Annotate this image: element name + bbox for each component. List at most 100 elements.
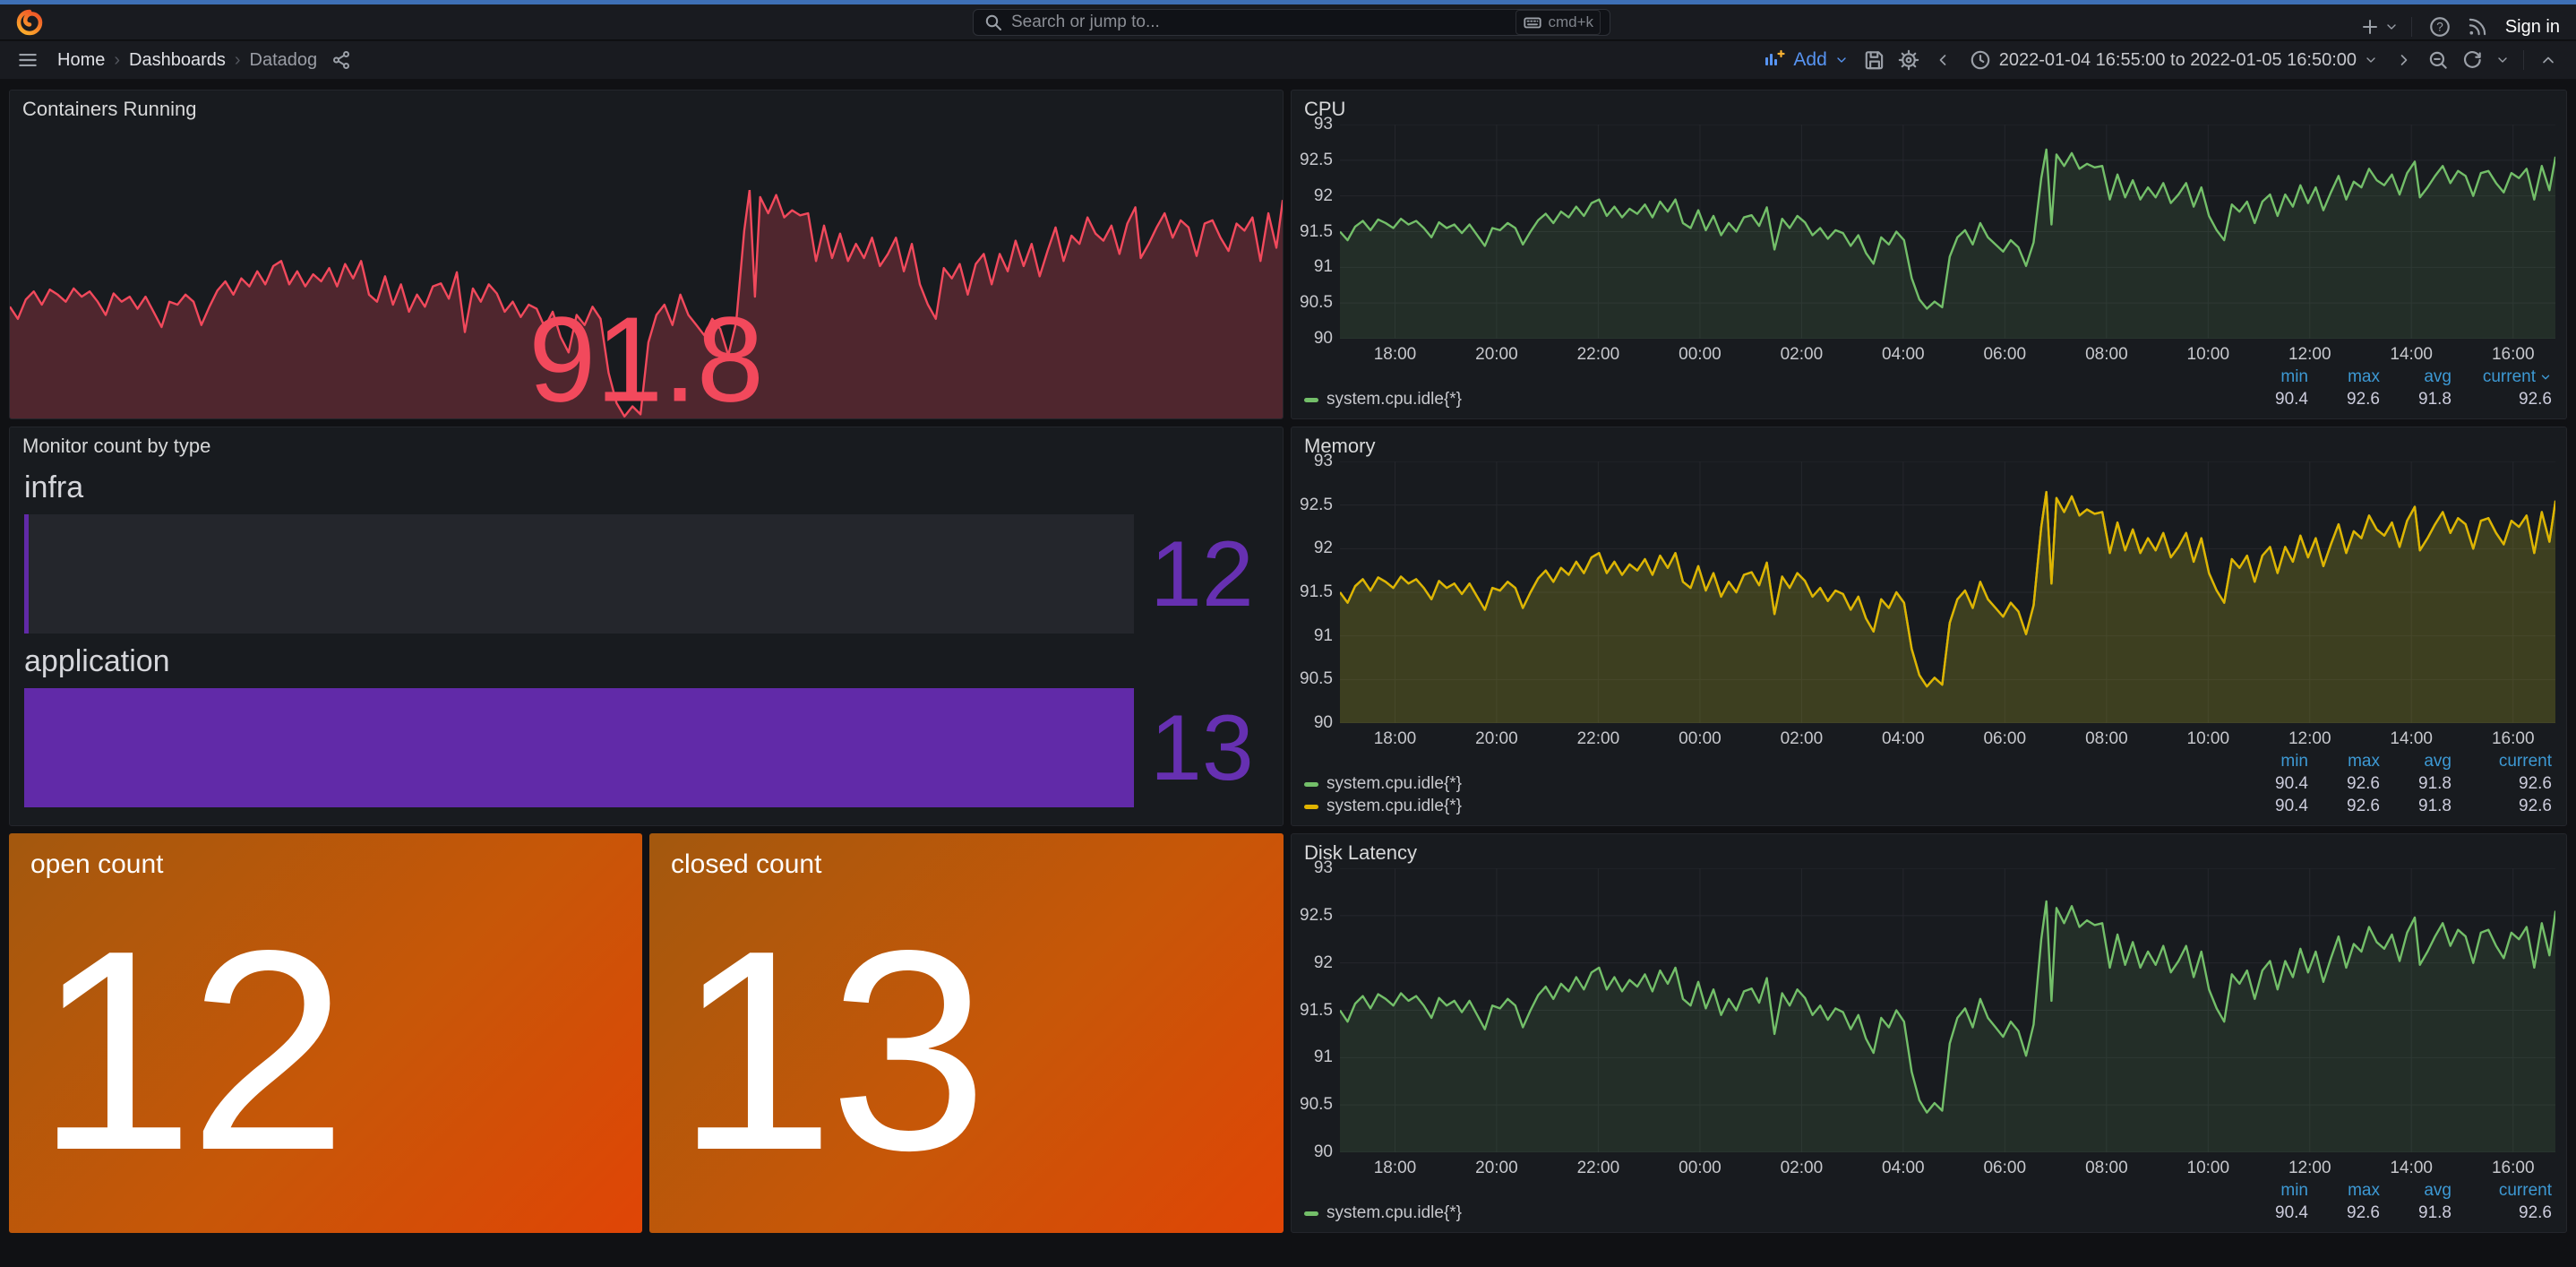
search-input[interactable]: Search or jump to... cmd+k bbox=[973, 9, 1610, 36]
cpu-chart[interactable] bbox=[1340, 125, 2555, 339]
legend-min-value: 90.4 bbox=[2275, 1203, 2308, 1222]
legend-current-value: 92.6 bbox=[2519, 390, 2552, 409]
search-placeholder: Search or jump to... bbox=[1011, 13, 1160, 31]
legend-series-name[interactable]: system.cpu.idle{*} bbox=[1304, 1203, 2237, 1223]
shortcut-label: cmd+k bbox=[1548, 13, 1593, 30]
legend-col-min[interactable]: min bbox=[2280, 367, 2308, 386]
gauge-value: 13 bbox=[1150, 695, 1254, 800]
y-tick-label: 92.5 bbox=[1300, 150, 1333, 169]
legend-col-max[interactable]: max bbox=[2348, 752, 2380, 771]
x-tick-label: 12:00 bbox=[2288, 729, 2331, 748]
breadcrumb-dashboards[interactable]: Dashboards bbox=[129, 49, 226, 70]
legend-avg-value: 91.8 bbox=[2418, 797, 2451, 815]
cpu-legend: min max avg current system.cpu.idle{*} 90.4 92… bbox=[1292, 366, 2566, 418]
breadcrumb: Home › Dashboards › Datadog bbox=[57, 45, 356, 75]
disk-x-axis: 18:00 20:00 22:00 00:00 02:00 04:00 06:00 08:00… bbox=[1340, 1152, 2555, 1179]
legend-col-max[interactable]: max bbox=[2348, 367, 2380, 386]
x-tick-label: 10:00 bbox=[2186, 729, 2230, 748]
x-tick-label: 20:00 bbox=[1475, 1159, 1518, 1177]
panel-title-text: Monitor count by type bbox=[22, 435, 211, 457]
save-dashboard-button[interactable] bbox=[1859, 45, 1890, 75]
x-tick-label: 06:00 bbox=[1983, 729, 2027, 748]
x-tick-label: 22:00 bbox=[1576, 345, 1620, 364]
x-tick-label: 04:00 bbox=[1882, 345, 1925, 364]
breadcrumb-home[interactable]: Home bbox=[57, 49, 106, 70]
legend-col-avg[interactable]: avg bbox=[2424, 367, 2451, 386]
sort-chevron-icon bbox=[2541, 375, 2550, 380]
x-tick-label: 00:00 bbox=[1679, 1159, 1722, 1177]
panel-title-text: closed count bbox=[671, 849, 822, 879]
toolbar-divider bbox=[2523, 50, 2524, 70]
new-menu-button[interactable] bbox=[2359, 12, 2399, 42]
y-tick-label: 91 bbox=[1313, 1047, 1333, 1067]
memory-chart[interactable] bbox=[1340, 461, 2555, 723]
x-tick-label: 18:00 bbox=[1373, 345, 1417, 364]
zoom-out-time-range-button[interactable] bbox=[2423, 45, 2453, 75]
dashboard-toolbar: Home › Dashboards › Datadog Add bbox=[0, 41, 2576, 79]
add-panel-icon bbox=[1763, 47, 1786, 73]
time-range-picker[interactable]: 2022-01-04 16:55:00 to 2022-01-05 16:50:… bbox=[1962, 45, 2385, 75]
news-rss-icon[interactable] bbox=[2462, 12, 2493, 42]
memory-legend: min max avg current system.cpu.idle{*} 90.4 92… bbox=[1292, 750, 2566, 825]
cpu-plot[interactable] bbox=[1340, 125, 2555, 339]
panel-memory: Memory 90 90.5 91 91.5 92 92.5 93 18:00 20:00 22… bbox=[1291, 427, 2567, 826]
stat-value-closed-count: 13 bbox=[676, 892, 988, 1210]
panel-cpu: CPU 90 90.5 91 91.5 92 92.5 93 18:00 20:00 22:00… bbox=[1291, 90, 2567, 419]
stat-value-open-count: 12 bbox=[36, 892, 348, 1210]
share-dashboard-icon[interactable] bbox=[326, 45, 356, 75]
legend-series-name[interactable]: system.cpu.idle{*} bbox=[1304, 390, 2237, 409]
legend-col-min[interactable]: min bbox=[2280, 1181, 2308, 1200]
panel-title-open-count[interactable]: open count bbox=[9, 833, 642, 880]
legend-col-avg[interactable]: avg bbox=[2424, 752, 2451, 771]
panel-title-memory[interactable]: Memory bbox=[1292, 427, 2566, 458]
breadcrumb-separator: › bbox=[114, 49, 121, 70]
panel-title-monitor-count[interactable]: Monitor count by type bbox=[10, 427, 1283, 458]
panel-title-closed-count[interactable]: closed count bbox=[649, 833, 1284, 880]
legend-col-min[interactable]: min bbox=[2280, 752, 2308, 771]
panel-title-cpu[interactable]: CPU bbox=[1292, 90, 2566, 121]
time-range-back-button[interactable] bbox=[1928, 45, 1958, 75]
panel-containers-running: Containers Running 91.8 bbox=[9, 90, 1284, 419]
help-icon[interactable]: ? bbox=[2425, 12, 2455, 42]
legend-col-max[interactable]: max bbox=[2348, 1181, 2380, 1200]
memory-y-axis: 90 90.5 91 91.5 92 92.5 93 bbox=[1299, 452, 1340, 732]
panel-title-text: Memory bbox=[1304, 435, 1376, 457]
x-tick-label: 12:00 bbox=[2288, 345, 2331, 364]
x-tick-label: 12:00 bbox=[2288, 1159, 2331, 1177]
legend-col-current[interactable]: current bbox=[2498, 752, 2552, 771]
legend-max-value: 92.6 bbox=[2347, 774, 2380, 793]
gauge-track[interactable] bbox=[24, 514, 1134, 634]
legend-series-name[interactable]: system.cpu.idle{*} bbox=[1304, 797, 2237, 816]
collapse-toolbar-button[interactable] bbox=[2533, 45, 2563, 75]
sign-in-button[interactable]: Sign in bbox=[2504, 16, 2560, 37]
disk-chart[interactable] bbox=[1340, 868, 2555, 1152]
y-tick-label: 93 bbox=[1313, 858, 1333, 877]
add-button[interactable]: Add bbox=[1756, 45, 1855, 75]
legend-col-current[interactable]: current bbox=[2498, 1181, 2552, 1200]
legend-col-avg[interactable]: avg bbox=[2424, 1181, 2451, 1200]
y-tick-label: 92.5 bbox=[1300, 905, 1333, 925]
legend-series-name[interactable]: system.cpu.idle{*} bbox=[1304, 774, 2237, 794]
search-icon bbox=[983, 12, 1004, 33]
refresh-button[interactable] bbox=[2457, 45, 2487, 75]
panel-title-text: CPU bbox=[1304, 98, 1346, 120]
panel-title-containers-running[interactable]: Containers Running bbox=[10, 90, 1283, 121]
mega-menu-toggle[interactable] bbox=[13, 45, 43, 75]
refresh-interval-dropdown[interactable] bbox=[2491, 45, 2514, 75]
dashboard-settings-button[interactable] bbox=[1893, 45, 1924, 75]
top-navbar: Search or jump to... cmd+k ? Sign in bbox=[0, 4, 2576, 40]
gauge-track[interactable] bbox=[24, 688, 1134, 807]
panel-title-disk-latency[interactable]: Disk Latency bbox=[1292, 834, 2566, 865]
memory-plot[interactable] bbox=[1340, 461, 2555, 723]
legend-min-value: 90.4 bbox=[2275, 390, 2308, 409]
grafana-logo-icon[interactable] bbox=[14, 7, 45, 38]
x-tick-label: 10:00 bbox=[2186, 1159, 2230, 1177]
y-tick-label: 90.5 bbox=[1300, 1095, 1333, 1115]
x-tick-label: 16:00 bbox=[2491, 729, 2535, 748]
time-range-forward-button[interactable] bbox=[2389, 45, 2419, 75]
gauge-value: 12 bbox=[1150, 521, 1254, 626]
legend-col-current[interactable]: current bbox=[2451, 367, 2552, 387]
disk-plot[interactable] bbox=[1340, 868, 2555, 1152]
panel-title-text: open count bbox=[30, 849, 164, 879]
top-accent-bar bbox=[0, 0, 2576, 4]
